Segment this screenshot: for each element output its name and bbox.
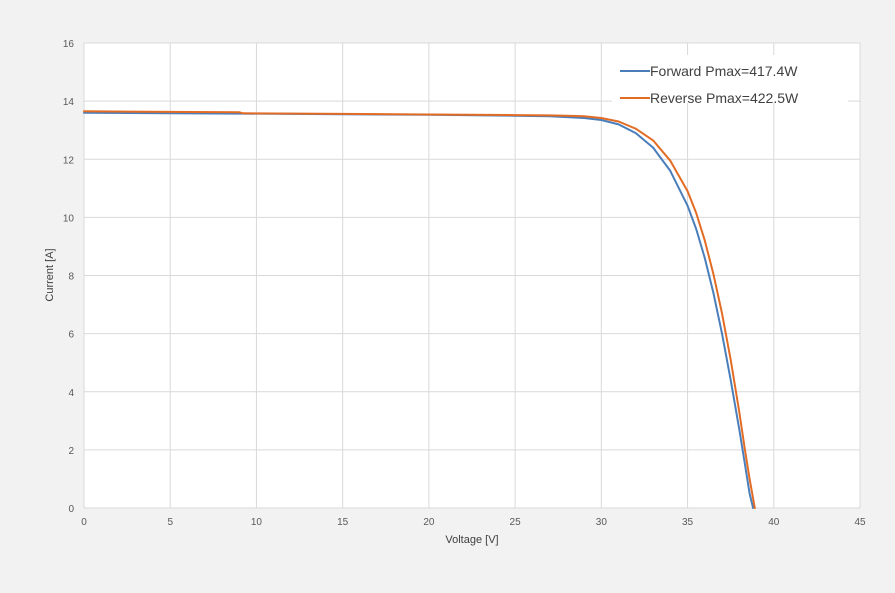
- legend-label: Reverse Pmax=422.5W: [650, 90, 799, 106]
- y-tick-label: 2: [68, 446, 74, 457]
- y-tick-label: 6: [68, 330, 74, 341]
- y-tick-label: 8: [68, 272, 74, 283]
- x-tick-label: 20: [423, 517, 435, 528]
- y-tick-label: 0: [68, 504, 74, 515]
- x-tick-label: 45: [854, 517, 866, 528]
- y-tick-label: 12: [63, 155, 75, 166]
- legend-label: Forward Pmax=417.4W: [650, 63, 798, 79]
- y-tick-label: 14: [63, 97, 75, 108]
- x-tick-label: 0: [81, 517, 87, 528]
- x-tick-label: 30: [596, 517, 608, 528]
- x-tick-label: 25: [510, 517, 522, 528]
- y-tick-label: 16: [63, 39, 75, 50]
- series-lines: [83, 110, 756, 509]
- x-tick-label: 35: [682, 517, 694, 528]
- x-tick-label: 40: [768, 517, 780, 528]
- x-tick-label: 10: [251, 517, 263, 528]
- y-tick-label: 10: [63, 213, 75, 224]
- tick-labels: 0 5 10 15 20 25 30 35 40 45 0 2 4 6 8 10 12 14 16: [63, 39, 866, 528]
- x-tick-label: 5: [167, 517, 173, 528]
- legend-box: [612, 55, 848, 103]
- y-axis-title: Current [A]: [44, 248, 56, 301]
- legend: Forward Pmax=417.4W Reverse Pmax=422.5W: [612, 55, 848, 106]
- grid-lines: [83, 42, 861, 509]
- x-axis-title: Voltage [V]: [445, 534, 498, 546]
- x-tick-label: 15: [337, 517, 349, 528]
- y-tick-label: 4: [68, 388, 74, 399]
- series-line-reverse: [83, 110, 756, 509]
